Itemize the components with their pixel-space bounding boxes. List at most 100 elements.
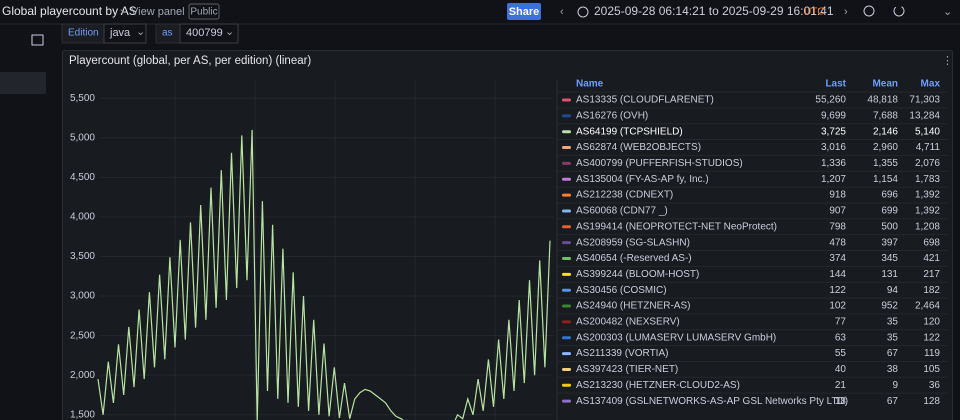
legend-name[interactable]: AS64199 (TCPSHIELD) xyxy=(576,126,683,137)
legend-name[interactable]: AS137409 (GSLNETWORKS-AS-AP GSL Networks… xyxy=(576,396,848,407)
legend-name[interactable]: AS212238 (CDNEXT) xyxy=(576,190,673,201)
legend-name[interactable]: AS135004 (FY-AS-AP fy, Inc.) xyxy=(576,174,709,185)
legend-name[interactable]: AS399244 (BLOOM-HOST) xyxy=(576,269,699,280)
legend-header: Last xyxy=(825,79,846,90)
legend-last: 102 xyxy=(829,301,846,312)
legend-header: Max xyxy=(921,79,941,90)
variable-value[interactable]: java xyxy=(109,27,131,39)
legend-name[interactable]: AS397423 (TIER-NET) xyxy=(576,364,678,375)
refresh-dropdown[interactable]: ⌄ xyxy=(943,6,952,18)
legend-name[interactable]: AS62874 (WEB2OBJECTS) xyxy=(576,142,701,153)
legend-last: 122 xyxy=(829,285,846,296)
share-label[interactable]: Share xyxy=(509,6,540,18)
legend-max: 120 xyxy=(923,317,940,328)
legend-last: 9,699 xyxy=(821,110,846,121)
legend-max: 217 xyxy=(923,269,940,280)
variable-select[interactable] xyxy=(179,23,239,44)
dropdown-caret: ⌄ xyxy=(225,26,234,38)
legend-last: 1,336 xyxy=(821,158,846,169)
legend-swatch xyxy=(562,352,571,356)
legend-swatch xyxy=(562,177,571,181)
legend-swatch xyxy=(562,367,571,371)
legend-mean: 1,154 xyxy=(873,174,898,185)
legend-name[interactable]: AS60068 (CDN77 _) xyxy=(576,206,668,217)
legend-swatch xyxy=(562,399,571,403)
legend-mean: 397 xyxy=(881,237,898,248)
legend-name[interactable]: AS200303 (LUMASERV LUMASERV GmbH) xyxy=(576,332,776,343)
y-tick-label: 2,500 xyxy=(70,330,95,341)
dropdown-caret: ⌄ xyxy=(136,26,145,38)
legend-mean: 1,355 xyxy=(873,158,898,169)
variable-select[interactable] xyxy=(103,23,147,44)
y-tick-label: 4,500 xyxy=(70,172,95,183)
variable-value[interactable]: 400799 xyxy=(186,27,223,39)
refresh-icon[interactable] xyxy=(893,5,905,17)
legend-swatch xyxy=(562,272,571,276)
y-tick-label: 4,000 xyxy=(70,212,95,223)
legend-last: 478 xyxy=(829,237,846,248)
legend-swatch xyxy=(562,241,571,245)
legend-swatch xyxy=(562,320,571,324)
y-tick-label: 2,000 xyxy=(70,370,95,381)
legend-mean: 94 xyxy=(887,285,899,296)
zoom-out-icon[interactable] xyxy=(863,5,875,17)
legend-mean: 696 xyxy=(881,190,898,201)
legend-header: Name xyxy=(576,79,604,90)
legend-mean: 38 xyxy=(887,364,899,375)
legend-max: 2,464 xyxy=(915,301,940,312)
legend-mean: 500 xyxy=(881,221,898,232)
legend-name[interactable]: AS200482 (NEXSERV) xyxy=(576,317,680,328)
legend-name[interactable]: AS400799 (PUFFERFISH-STUDIOS) xyxy=(576,158,743,169)
legend-max: 1,392 xyxy=(915,190,940,201)
legend-last: 55,260 xyxy=(815,95,846,106)
legend-swatch xyxy=(562,225,571,229)
share-button[interactable] xyxy=(507,3,541,20)
next-button[interactable]: › xyxy=(844,6,848,18)
y-tick-label: 5,500 xyxy=(70,93,95,104)
legend-swatch xyxy=(562,383,571,387)
legend-last: 374 xyxy=(829,253,846,264)
legend-name[interactable]: AS211339 (VORTIA) xyxy=(576,348,668,359)
legend-max: 1,208 xyxy=(915,221,940,232)
sidebar-item[interactable] xyxy=(0,72,46,94)
variable-label: as xyxy=(162,28,173,39)
panel-menu[interactable]: ⋮ xyxy=(942,55,953,67)
legend-name[interactable]: AS199414 (NEOPROTECT-NET NeoProtect) xyxy=(576,221,777,232)
y-tick-label: 5,000 xyxy=(70,132,95,143)
y-tick-label: 3,000 xyxy=(70,291,95,302)
legend-swatch xyxy=(562,98,571,102)
plot xyxy=(97,129,551,420)
legend-last: 40 xyxy=(835,364,847,375)
prev-button[interactable]: ‹ xyxy=(560,6,564,18)
legend-mean: 9 xyxy=(892,380,898,391)
legend-name[interactable]: AS16276 (OVH) xyxy=(576,110,648,121)
legend-swatch xyxy=(562,130,571,134)
legend-last: 907 xyxy=(829,206,846,217)
legend-name[interactable]: AS30456 (COSMIC) xyxy=(576,285,667,296)
breadcrumb[interactable]: Global playercount by AS xyxy=(2,4,137,18)
legend-name[interactable]: AS208959 (SG-SLASHN) xyxy=(576,237,690,248)
variable-label: Edition xyxy=(68,28,99,39)
legend-last: 55 xyxy=(835,348,847,359)
legend-name[interactable]: AS40654 (-Reserved AS-) xyxy=(576,253,692,264)
legend-swatch xyxy=(562,304,571,308)
timezone[interactable]: UTC xyxy=(804,7,825,18)
legend-last: 18 xyxy=(835,396,847,407)
legend-name[interactable]: AS213230 (HETZNER-CLOUD2-AS) xyxy=(576,380,740,391)
legend-swatch xyxy=(562,336,571,340)
legend-name[interactable]: AS24940 (HETZNER-AS) xyxy=(576,301,690,312)
legend-mean: 131 xyxy=(881,269,898,280)
legend-max: 1,783 xyxy=(915,174,940,185)
legend-swatch xyxy=(562,161,571,165)
time-range[interactable]: 2025-09-28 06:14:21 to 2025-09-29 16:01:… xyxy=(594,4,834,18)
legend-mean: 952 xyxy=(881,301,898,312)
legend-last: 918 xyxy=(829,190,846,201)
legend-name[interactable]: AS13335 (CLOUDFLARENET) xyxy=(576,95,714,106)
sidebar-toggle[interactable] xyxy=(31,34,44,46)
legend-mean: 699 xyxy=(881,206,898,217)
legend-max: 128 xyxy=(923,396,940,407)
legend-last: 21 xyxy=(835,380,847,391)
legend-last: 144 xyxy=(829,269,846,280)
legend-max: 71,303 xyxy=(909,95,940,106)
